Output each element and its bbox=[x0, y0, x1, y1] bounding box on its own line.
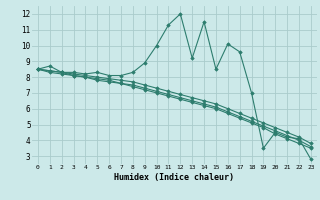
X-axis label: Humidex (Indice chaleur): Humidex (Indice chaleur) bbox=[115, 173, 234, 182]
